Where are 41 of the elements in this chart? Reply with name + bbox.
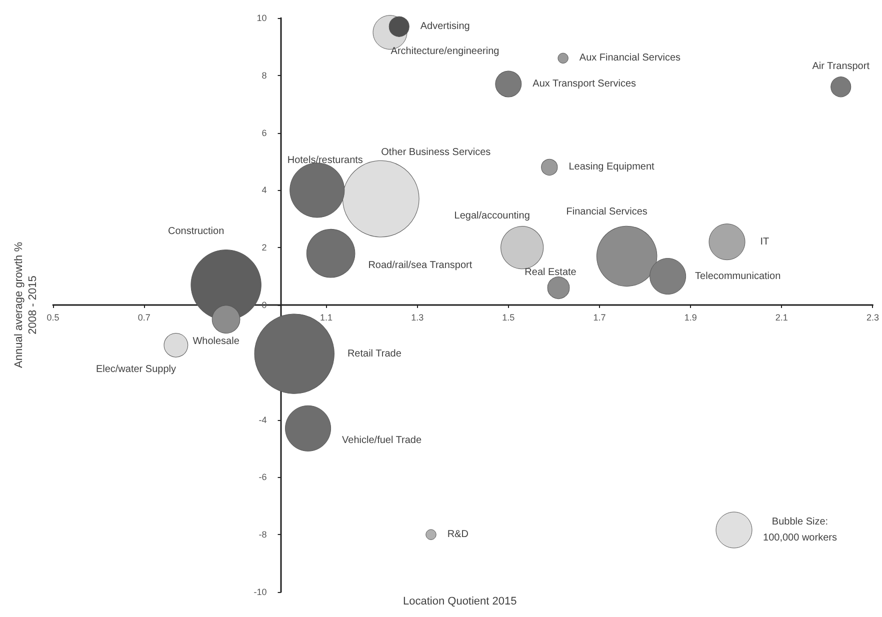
series-label: Road/rail/sea Transport [368, 260, 472, 271]
series-label: Air Transport [812, 61, 870, 72]
legend-label: Bubble Size: 100,000 workers [763, 516, 837, 544]
series-label: Hotels/resturants [287, 155, 363, 166]
x-tick-label: 2.1 [775, 312, 788, 322]
y-tick-label: 10 [256, 13, 267, 23]
y-tick-label: 6 [262, 128, 267, 138]
series-label: Telecommunication [695, 270, 781, 282]
x-tick-label: 1.5 [502, 312, 515, 322]
series-label: Advertising [420, 21, 470, 32]
x-tick-label: 1.1 [320, 312, 333, 322]
x-tick-label: 0.7 [138, 312, 150, 322]
series-label: Vehicle/fuel Trade [342, 434, 422, 446]
y-axis-title: Annual average growth % 2008 - 2015 [13, 242, 39, 368]
series-label: Architecture/engineering [390, 46, 500, 58]
series-label: Legal/accounting [454, 210, 530, 222]
series-label: IT [760, 236, 770, 248]
y-tick-label: 2 [262, 242, 267, 253]
series-label: Wholesale [192, 336, 240, 348]
y-tick-label: -6 [258, 472, 267, 482]
series-label: Financial Services [566, 206, 648, 218]
series-label: Other Business Services [381, 146, 491, 158]
y-tick-label: -8 [258, 530, 267, 540]
series-label: Aux Financial Services [579, 52, 681, 64]
series-label: R&D [447, 529, 468, 540]
y-tick-label: -4 [258, 414, 267, 425]
series-label: Real Estate [524, 267, 577, 278]
x-tick-label: 2.3 [866, 312, 879, 322]
series-label: Leasing Equipment [568, 162, 655, 173]
y-tick-label: -10 [254, 587, 267, 597]
x-axis-title: Location Quotient 2015 [403, 596, 517, 608]
y-tick-label: 4 [262, 185, 267, 196]
series-label: Aux Transport Services [532, 78, 636, 90]
y-tick-label: 8 [262, 70, 267, 80]
x-tick-label: 1.3 [411, 312, 424, 322]
x-tick-label: 1.7 [593, 312, 606, 322]
series-label: Retail Trade [347, 348, 402, 360]
series-label: Elec/water Supply [96, 364, 176, 375]
x-tick-label: 1.9 [684, 312, 697, 322]
x-tick-label: 0.5 [46, 312, 60, 322]
series-label: Construction [168, 226, 224, 238]
